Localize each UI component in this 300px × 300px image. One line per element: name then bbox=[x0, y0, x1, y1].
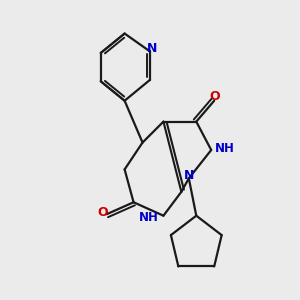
Text: O: O bbox=[209, 90, 220, 103]
Text: N: N bbox=[184, 169, 195, 182]
Text: NH: NH bbox=[215, 142, 235, 155]
Text: N: N bbox=[147, 42, 158, 55]
Text: NH: NH bbox=[139, 211, 158, 224]
Text: O: O bbox=[97, 206, 107, 219]
